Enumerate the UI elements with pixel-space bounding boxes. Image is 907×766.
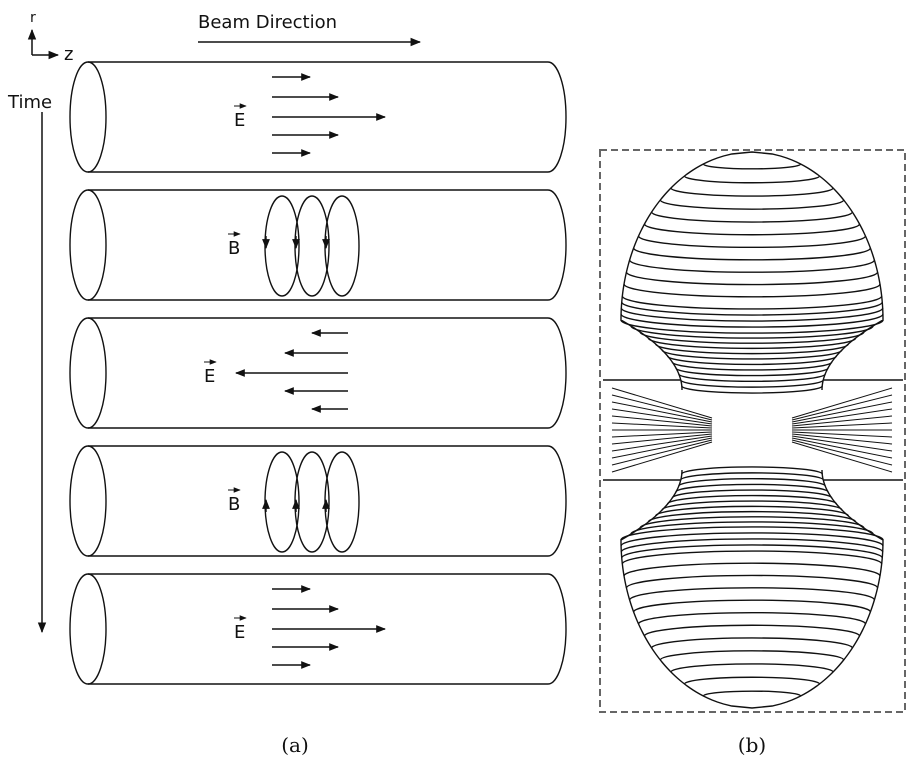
field-label: B xyxy=(228,494,240,515)
field-loop xyxy=(295,196,329,296)
beam-pipe xyxy=(70,574,566,684)
field-loop xyxy=(325,196,359,296)
field-line xyxy=(612,423,712,428)
time-label: Time xyxy=(7,92,52,113)
field-line xyxy=(792,438,892,458)
pipe-end xyxy=(70,574,106,684)
field-loop xyxy=(265,196,299,296)
field-line xyxy=(792,402,892,422)
contour xyxy=(624,563,880,576)
contour xyxy=(652,212,853,222)
field-line xyxy=(612,416,712,426)
contour xyxy=(630,588,875,600)
contour xyxy=(630,260,875,272)
contour xyxy=(671,188,833,196)
field-label: B xyxy=(228,238,240,259)
pipe-end xyxy=(70,62,106,172)
contour xyxy=(644,224,859,235)
contour xyxy=(676,484,828,492)
caption: (a) xyxy=(281,733,309,757)
pipe-end xyxy=(70,446,106,556)
beam-pipe xyxy=(70,62,566,172)
field-line xyxy=(792,416,892,426)
field-line xyxy=(792,442,892,472)
contour xyxy=(676,368,828,376)
field-line xyxy=(792,434,892,444)
figure: r z Time Beam Direction (a) (b) E B E B E xyxy=(0,0,907,766)
field-loop xyxy=(295,452,329,552)
field-line xyxy=(792,423,892,428)
contour xyxy=(631,522,873,534)
contour xyxy=(624,284,880,297)
field-line xyxy=(612,442,712,472)
contour xyxy=(626,575,877,588)
contour xyxy=(644,625,859,636)
beam-pipe xyxy=(70,318,566,428)
contour xyxy=(626,272,877,285)
field-line xyxy=(792,432,892,437)
pipe-end xyxy=(70,318,106,428)
contour xyxy=(634,600,871,612)
pipe-body xyxy=(88,446,566,556)
r-label: r xyxy=(30,10,36,26)
axes-glyph xyxy=(32,30,420,632)
contour xyxy=(639,613,866,624)
pipe-end xyxy=(70,190,106,300)
contour xyxy=(622,296,881,309)
field-loop xyxy=(325,452,359,552)
field-line xyxy=(612,402,712,422)
contour xyxy=(703,164,800,169)
field-line xyxy=(612,432,712,437)
field-loop xyxy=(265,452,299,552)
z-label: z xyxy=(64,44,73,65)
contour xyxy=(660,200,843,209)
contour xyxy=(639,236,866,247)
pipe-body xyxy=(88,190,566,300)
contour xyxy=(672,490,832,498)
field-line xyxy=(792,388,892,418)
contour xyxy=(672,362,832,370)
contour xyxy=(703,691,800,696)
contour xyxy=(685,176,820,183)
field-line xyxy=(612,388,712,418)
contour xyxy=(660,651,843,660)
caption: (b) xyxy=(738,733,766,757)
field-line xyxy=(612,438,712,458)
field-label: E xyxy=(234,622,245,643)
beam-pipe xyxy=(70,446,566,556)
field-label: E xyxy=(204,366,215,387)
contour xyxy=(634,248,871,260)
contour xyxy=(652,638,853,648)
beam-pipe xyxy=(70,190,566,300)
field-label: E xyxy=(234,110,245,131)
contour xyxy=(685,677,820,684)
field-line xyxy=(612,434,712,444)
beam-direction-label: Beam Direction xyxy=(198,12,337,33)
contour xyxy=(631,326,873,338)
field-pattern xyxy=(603,152,903,708)
contour xyxy=(622,551,881,564)
contour xyxy=(671,664,833,672)
